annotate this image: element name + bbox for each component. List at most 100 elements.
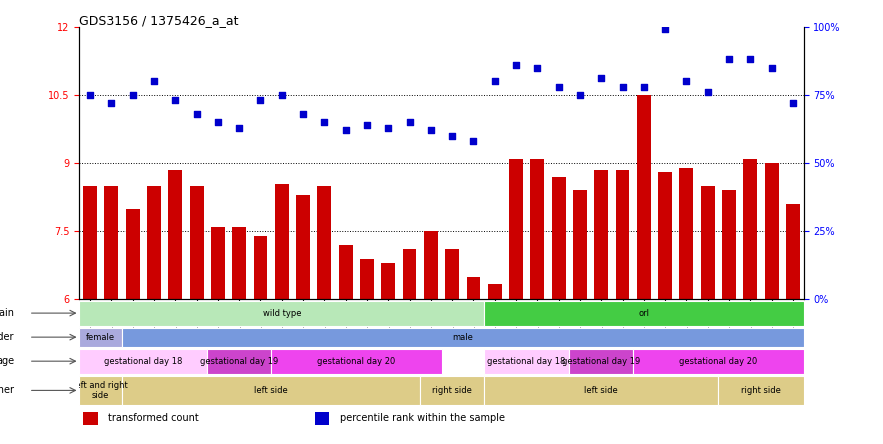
Bar xyxy=(765,163,779,299)
Point xyxy=(147,78,161,85)
Text: right side: right side xyxy=(432,386,472,395)
Bar xyxy=(637,95,651,299)
Point xyxy=(360,121,374,128)
Point xyxy=(679,78,693,85)
Text: GDS3156 / 1375426_a_at: GDS3156 / 1375426_a_at xyxy=(79,14,239,27)
Text: gender: gender xyxy=(0,332,14,342)
Point xyxy=(125,91,140,99)
Bar xyxy=(743,159,758,299)
Text: strain: strain xyxy=(0,308,14,318)
Bar xyxy=(484,349,570,374)
Text: left side: left side xyxy=(585,386,618,395)
Bar xyxy=(208,349,271,374)
Bar xyxy=(339,245,352,299)
Bar xyxy=(360,258,374,299)
Bar xyxy=(296,195,310,299)
Point xyxy=(594,75,608,82)
Point xyxy=(509,61,523,68)
Bar xyxy=(83,412,97,424)
Bar xyxy=(680,167,693,299)
Text: gestational day 19: gestational day 19 xyxy=(200,357,278,366)
Bar xyxy=(253,236,268,299)
Point xyxy=(275,91,289,99)
Point xyxy=(765,64,779,71)
Bar xyxy=(271,349,442,374)
Text: male: male xyxy=(452,333,473,341)
Bar xyxy=(722,190,736,299)
Point xyxy=(487,78,502,85)
Point xyxy=(317,119,331,126)
Point xyxy=(552,83,566,90)
Bar xyxy=(445,250,459,299)
Bar xyxy=(79,376,122,405)
Point xyxy=(658,26,672,33)
Point xyxy=(722,56,736,63)
Bar xyxy=(314,412,329,424)
Bar xyxy=(104,186,118,299)
Bar xyxy=(79,328,122,347)
Bar xyxy=(79,349,208,374)
Bar xyxy=(79,301,484,325)
Bar xyxy=(424,231,438,299)
Bar xyxy=(466,277,480,299)
Bar xyxy=(615,170,630,299)
Point xyxy=(786,99,800,107)
Bar xyxy=(573,190,587,299)
Bar xyxy=(420,376,484,405)
Point xyxy=(573,91,587,99)
Point xyxy=(531,64,545,71)
Bar xyxy=(633,349,804,374)
Bar xyxy=(83,186,97,299)
Bar xyxy=(658,172,672,299)
Bar xyxy=(169,170,182,299)
Text: orl: orl xyxy=(638,309,649,317)
Point xyxy=(700,88,714,95)
Point xyxy=(403,119,417,126)
Text: left and right
side: left and right side xyxy=(73,381,128,400)
Bar xyxy=(509,159,523,299)
Text: percentile rank within the sample: percentile rank within the sample xyxy=(340,413,505,423)
Point xyxy=(338,127,352,134)
Point xyxy=(253,97,268,104)
Bar xyxy=(786,204,800,299)
Point xyxy=(169,97,183,104)
Text: left side: left side xyxy=(254,386,288,395)
Bar xyxy=(594,170,608,299)
Bar xyxy=(701,186,714,299)
Bar xyxy=(318,186,331,299)
Bar xyxy=(552,177,565,299)
Bar xyxy=(125,209,140,299)
Point xyxy=(104,99,118,107)
Point xyxy=(296,111,310,118)
Text: female: female xyxy=(87,333,116,341)
Bar xyxy=(190,186,203,299)
Bar xyxy=(381,263,396,299)
Bar xyxy=(570,349,633,374)
Text: gestational day 18: gestational day 18 xyxy=(487,357,566,366)
Text: gestational day 20: gestational day 20 xyxy=(317,357,396,366)
Text: age: age xyxy=(0,356,14,366)
Text: other: other xyxy=(0,385,14,396)
Text: gestational day 18: gestational day 18 xyxy=(104,357,183,366)
Bar xyxy=(719,376,804,405)
Text: right side: right side xyxy=(741,386,781,395)
Bar xyxy=(232,227,246,299)
Point xyxy=(637,83,651,90)
Bar xyxy=(147,186,161,299)
Point xyxy=(424,127,438,134)
Point xyxy=(743,56,758,63)
Bar xyxy=(484,301,804,325)
Text: wild type: wild type xyxy=(262,309,301,317)
Point xyxy=(466,138,480,145)
Text: gestational day 19: gestational day 19 xyxy=(562,357,640,366)
Point xyxy=(445,132,459,139)
Point xyxy=(232,124,246,131)
Point xyxy=(381,124,396,131)
Point xyxy=(83,91,97,99)
Text: gestational day 20: gestational day 20 xyxy=(679,357,758,366)
Text: transformed count: transformed count xyxy=(109,413,200,423)
Bar xyxy=(531,159,544,299)
Bar xyxy=(484,376,719,405)
Bar xyxy=(487,284,502,299)
Point xyxy=(211,119,225,126)
